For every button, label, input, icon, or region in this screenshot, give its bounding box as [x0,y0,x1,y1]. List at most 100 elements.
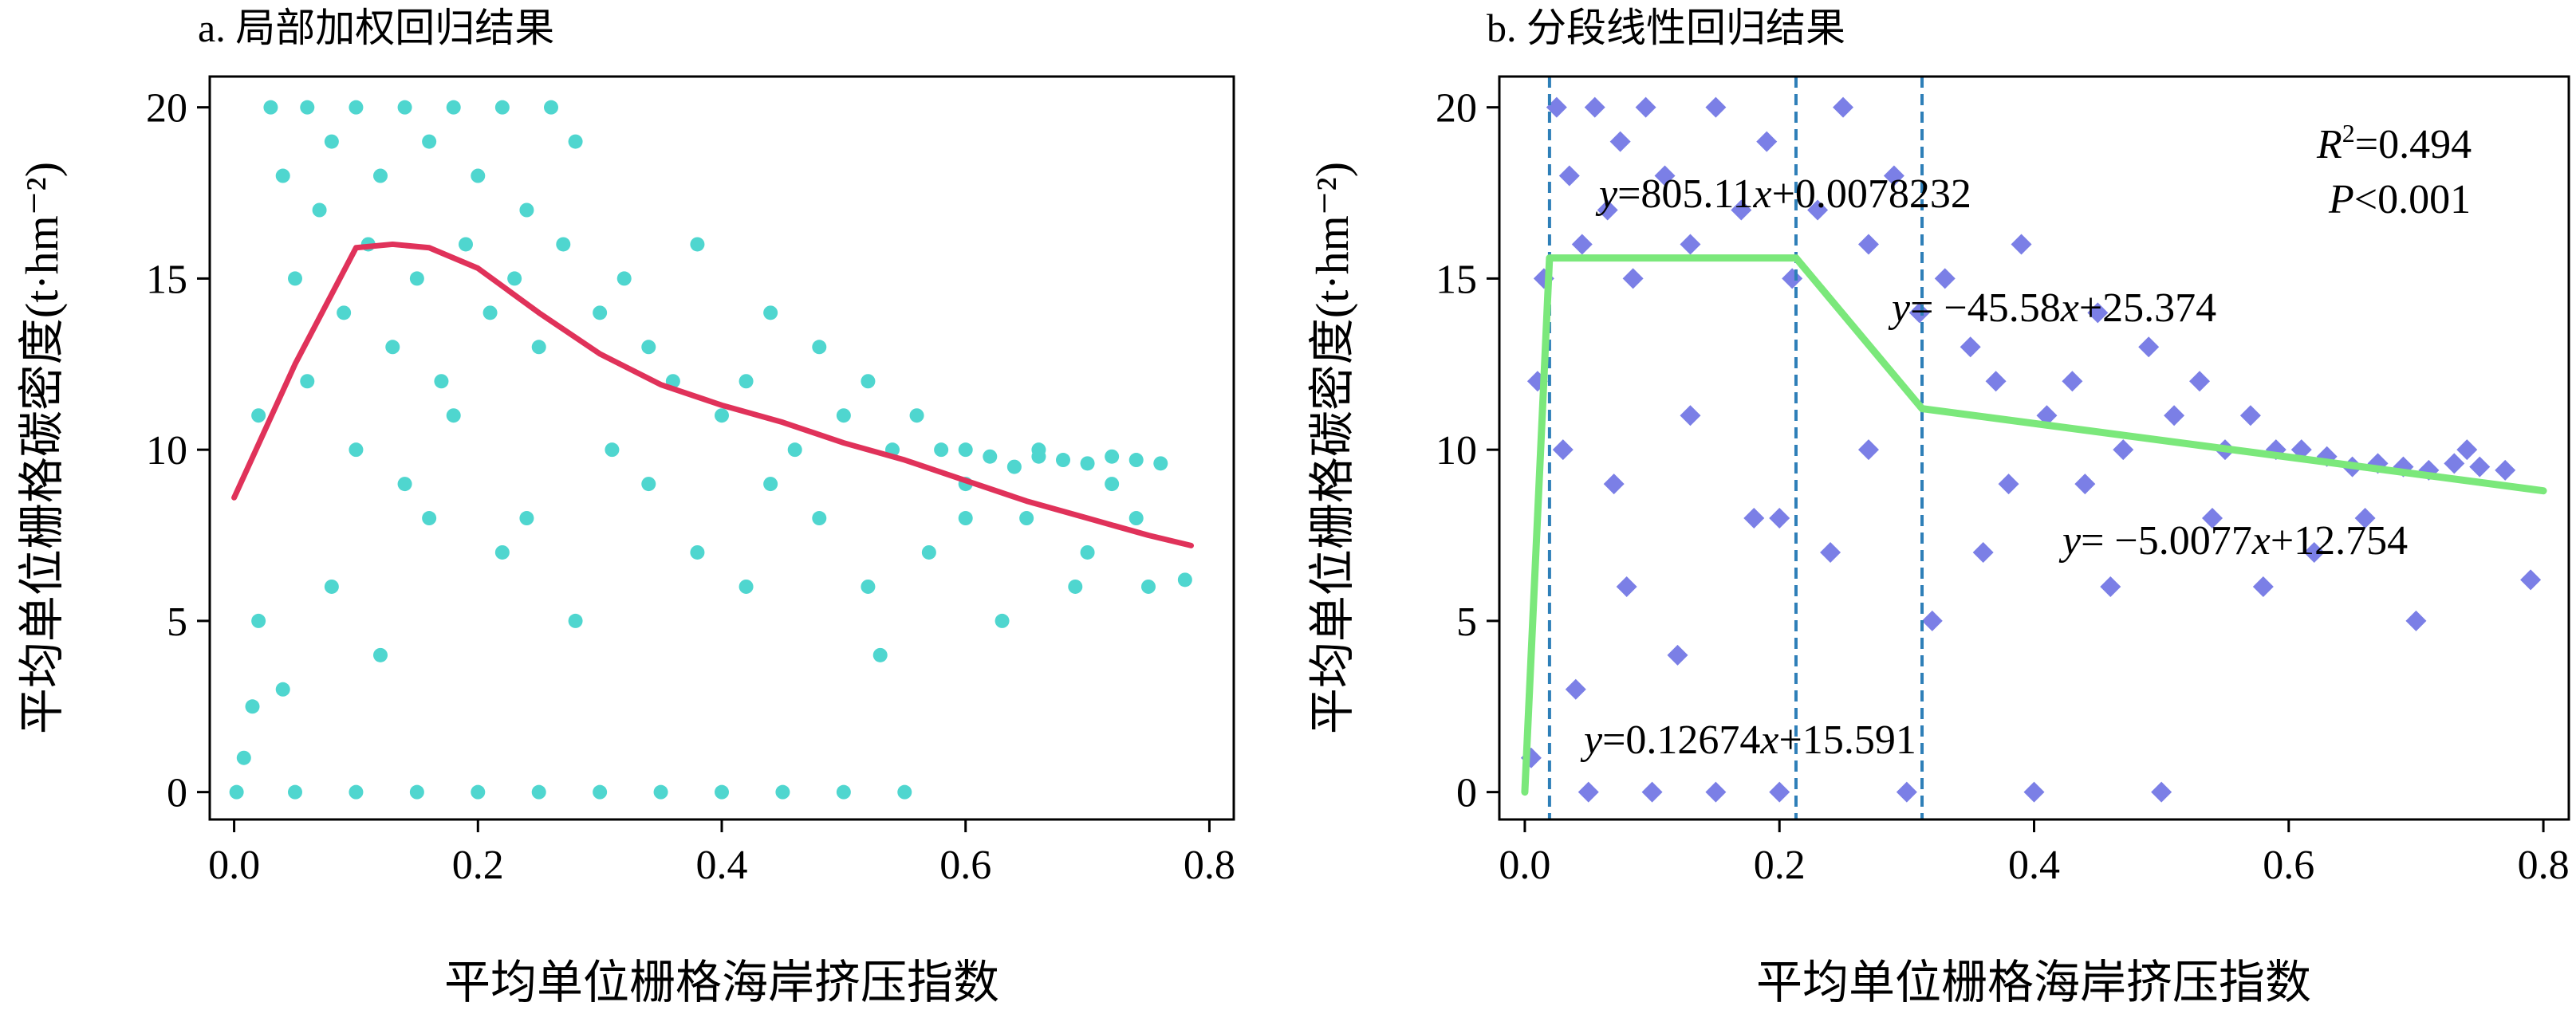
scatter-point [1128,453,1144,468]
scatter-point [1680,234,1701,255]
scatter-point [812,340,827,355]
scatter-point [2062,371,2083,392]
scatter-point [1571,234,1593,255]
scatter-point [605,442,620,458]
scatter-point [836,784,851,800]
scatter-point [1177,572,1192,588]
scatter-point [494,100,510,115]
scatter-point [1031,442,1046,458]
panel-b-x-axis-label: 平均单位栅格海岸挤压指数 [1756,957,2311,1008]
scatter-point [288,271,302,286]
y-tick-label: 20 [1436,86,1477,132]
y-tick-label: 0 [1456,771,1477,816]
scatter-point [312,202,327,218]
scatter-point [373,168,388,183]
scatter-point [397,477,412,492]
scatter-point [385,340,400,355]
scatter-point [409,271,424,286]
scatter-point [1833,96,1854,118]
scatter-point [1807,199,1829,221]
stat-r-sup: 2 [2342,119,2355,147]
scatter-point [568,134,583,149]
scatter-point [897,784,912,800]
scatter-point [2113,439,2134,461]
equation-segment-4-x: x [2251,518,2271,564]
x-tick-label: 0.2 [1754,843,1806,888]
panel-a: a. 局部加权回归结果 0 5 10 15 20 0.0 0.2 0.4 0.6 0.8 平均单… [16,6,1235,1008]
scatter-point [1019,511,1034,526]
scatter-point [2495,459,2516,481]
scatter-point [995,613,1010,628]
scatter-point [2252,576,2274,597]
scatter-point [422,134,437,149]
panel-b-x-axis: 0.0 0.2 0.4 0.6 0.8 [1499,819,2570,888]
scatter-point [568,613,583,628]
x-tick-label: 0.0 [208,843,260,888]
equation-segment-3-slope: = −45.58 [1910,285,2061,331]
scatter-point [1105,477,1120,492]
x-tick-label: 0.8 [2518,843,2570,888]
scatter-point [1731,199,1752,221]
y-tick-label: 20 [146,86,187,132]
scatter-point [1584,96,1605,118]
scatter-point [909,408,924,423]
scatter-point [349,442,364,458]
scatter-point [1654,165,1676,187]
scatter-point [1896,781,1917,803]
scatter-point [872,647,888,662]
scatter-point [556,237,571,252]
scatter-point [544,100,558,115]
scatter-point [1552,439,1574,461]
scatter-point [1622,268,1644,289]
scatter-point [471,168,486,183]
equation-segment-1-intercept: +15.591 [1779,717,1916,763]
scatter-point [1972,541,1994,563]
x-tick-label: 0.4 [2008,843,2060,888]
scatter-point [263,100,278,115]
scatter-point [519,511,534,526]
scatter-point [1857,234,1879,255]
scatter-point [787,442,802,458]
scatter-point [1756,131,1778,152]
scatter-point [861,374,876,389]
scatter-point [616,271,632,286]
scatter-point [763,477,778,492]
panel-b-y-axis-label: 平均单位栅格碳密度(t·hm⁻²) [1306,162,1358,734]
scatter-point [1597,199,1618,221]
scatter-point [459,237,473,252]
scatter-point [1769,508,1790,529]
scatter-point [1609,131,1631,152]
scatter-point [836,408,851,423]
scatter-point [2520,569,2542,591]
scatter-point [531,784,546,800]
scatter-point [1603,474,1625,495]
x-tick-label: 0.8 [1184,843,1235,888]
scatter-point [1056,453,1070,468]
scatter-point [2074,474,2096,495]
x-tick-label: 0.2 [452,843,504,888]
scatter-point [1546,96,1567,118]
panel-a-line-layer [231,241,1194,548]
scatter-point [1128,511,1144,526]
scatter-point [763,305,778,320]
scatter-point [507,271,522,286]
scatter-point [2202,508,2223,529]
scatter-point [2023,781,2045,803]
scatter-point [471,784,486,800]
scatter-point [934,442,949,458]
scatter-point [1641,781,1663,803]
scatter-point [861,579,876,594]
scatter-point [373,647,388,662]
scatter-point [690,237,705,252]
panel-a-title: a. 局部加权回归结果 [198,6,554,50]
scatter-point [641,340,656,355]
y-tick-label: 5 [167,599,187,645]
scatter-point [1616,576,1637,597]
scatter-point [229,784,244,800]
scatter-point [1934,268,1956,289]
equation-segment-3: y= −45.58x+25.374 [1888,285,2216,331]
scatter-point [1080,456,1095,471]
scatter-point [1705,96,1727,118]
scatter-point [236,750,251,765]
